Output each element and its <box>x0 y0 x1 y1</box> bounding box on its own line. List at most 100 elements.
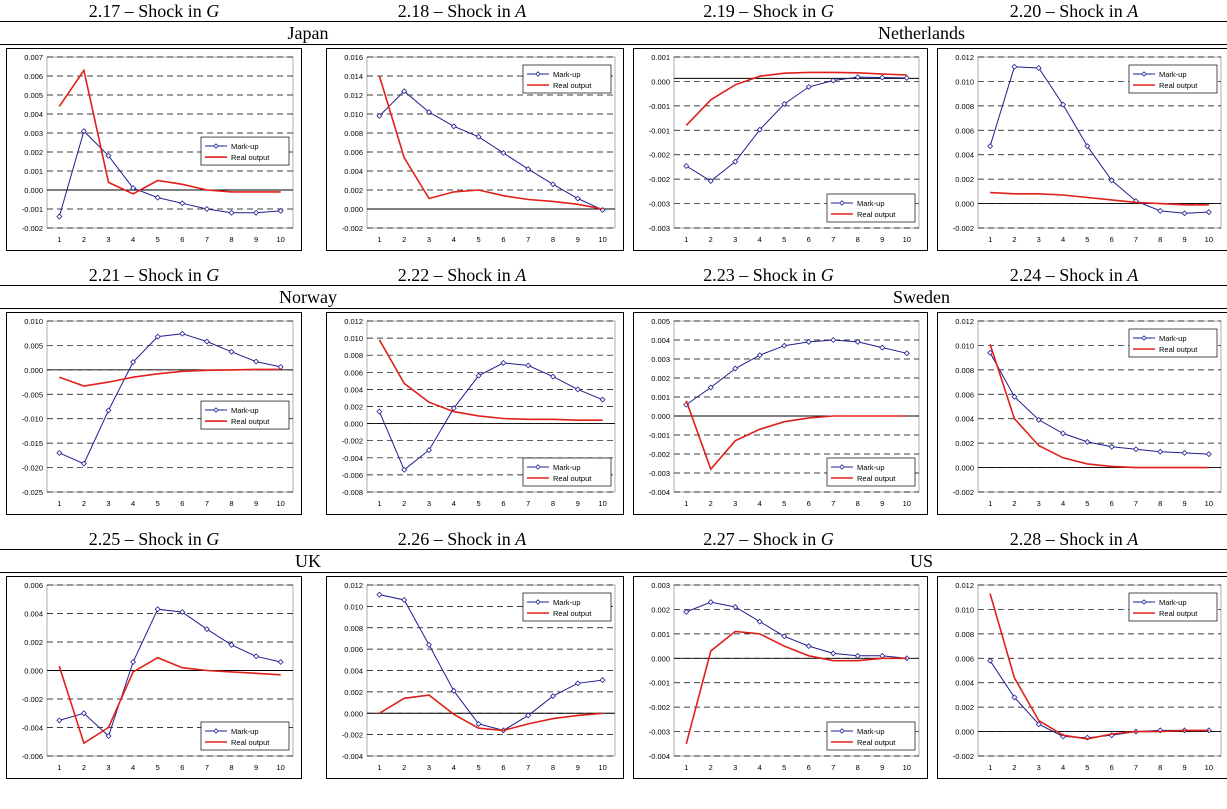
y-tick-label: 0.010 <box>955 341 974 350</box>
legend-label: Mark-up <box>1159 598 1187 607</box>
y-tick-label: 0.008 <box>955 102 974 111</box>
y-tick-label: -0.002 <box>22 695 43 704</box>
markup-data-point <box>154 606 161 613</box>
chart-caption: 2.21 – Shock in G <box>0 264 308 286</box>
legend-label: Real output <box>553 609 592 618</box>
markup-data-point <box>707 384 714 391</box>
markup-series-line <box>989 352 1209 455</box>
y-tick-label: 0.008 <box>344 624 363 633</box>
legend-label: Mark-up <box>231 727 259 736</box>
chart-caption: 2.25 – Shock in G <box>0 528 308 550</box>
y-tick-label: -0.010 <box>22 415 43 424</box>
y-tick-label: 0.005 <box>651 317 670 326</box>
x-tick-label: 2 <box>402 235 406 244</box>
x-tick-label: 1 <box>684 235 688 244</box>
caption-variable: A <box>515 529 527 549</box>
y-tick-label: 0.006 <box>24 581 43 590</box>
separator-line <box>0 308 1227 309</box>
x-tick-label: 8 <box>551 235 555 244</box>
markup-series-line <box>686 601 907 659</box>
x-tick-label: 8 <box>856 499 860 508</box>
markup-series-line <box>989 660 1209 739</box>
y-tick-label: -0.005 <box>22 390 43 399</box>
country-label: UK <box>295 551 321 571</box>
markup-data-point <box>987 657 994 664</box>
markup-data-point <box>683 608 690 615</box>
separator-line <box>0 572 1227 573</box>
markup-data-point <box>854 74 861 81</box>
y-tick-label: 0.014 <box>344 72 363 81</box>
x-tick-label: 7 <box>205 499 209 508</box>
markup-data-point <box>376 591 383 598</box>
markup-data-point <box>987 349 994 356</box>
markup-data-point <box>203 338 210 345</box>
markup-data-point <box>756 618 763 625</box>
y-tick-label: 0.000 <box>24 667 43 676</box>
x-tick-label: 6 <box>807 763 811 772</box>
legend-label: Mark-up <box>553 70 581 79</box>
chart-panel-2.28: 0.012 0.010 0.008 0.006 0.004 0.002 0.000 -0.00… <box>937 576 1227 779</box>
caption-prefix: 2.28 – Shock in <box>1009 529 1128 549</box>
y-tick-label: 0.001 <box>24 167 43 176</box>
y-tick-label: 0.003 <box>24 129 43 138</box>
y-tick-label: 0.010 <box>344 334 363 343</box>
markup-data-point <box>1035 416 1042 423</box>
y-tick-label: 0.004 <box>651 336 670 345</box>
y-tick-label: 0.002 <box>24 638 43 647</box>
line-chart: 0.012 0.010 0.008 0.006 0.004 0.002 0.000 -0.00… <box>342 317 616 508</box>
x-tick-label: 4 <box>1061 235 1065 244</box>
legend: Mark-up Real output <box>826 721 916 751</box>
y-tick-label: 0.008 <box>344 129 363 138</box>
x-tick-label: 6 <box>1110 763 1114 772</box>
caption-variable: G <box>820 1 834 21</box>
legend-label: Mark-up <box>231 142 259 151</box>
separator-line <box>0 21 1227 22</box>
x-tick-label: 2 <box>1012 499 1016 508</box>
legend: Mark-up Real output <box>522 64 612 94</box>
y-tick-label: 0.006 <box>955 654 974 663</box>
markup-data-point <box>805 83 812 90</box>
y-tick-label: -0.002 <box>649 703 670 712</box>
chart-panel-2.21: 0.010 0.005 0.000 -0.005 -0.010 -0.015 -0.020 -… <box>6 312 302 515</box>
x-tick-label: 1 <box>988 235 992 244</box>
markup-data-point <box>500 149 507 156</box>
x-tick-label: 6 <box>180 763 184 772</box>
x-tick-label: 3 <box>427 499 431 508</box>
x-tick-label: 6 <box>1110 235 1114 244</box>
markup-data-point <box>1011 694 1018 701</box>
y-tick-label: 0.010 <box>24 317 43 326</box>
x-tick-label: 8 <box>229 499 233 508</box>
y-tick-label: 0.002 <box>955 439 974 448</box>
y-tick-label: 0.004 <box>344 385 363 394</box>
chart-caption: 2.27 – Shock in G <box>616 528 921 550</box>
markup-data-point <box>426 109 432 116</box>
legend: Mark-up Real output <box>200 721 290 751</box>
x-tick-label: 5 <box>156 763 160 772</box>
legend: Mark-up Real output <box>826 193 916 223</box>
legend: Mark-up Real output <box>1128 328 1218 358</box>
legend: Mark-up Real output <box>826 457 916 487</box>
markup-data-point <box>401 88 408 95</box>
y-tick-label: -0.001 <box>22 205 43 214</box>
legend-label: Real output <box>857 474 896 483</box>
line-chart: 0.006 0.004 0.002 0.000 -0.002 -0.004 -0.006 1 2… <box>22 581 294 772</box>
y-tick-label: 0.012 <box>344 91 363 100</box>
y-tick-label: 0.012 <box>344 317 363 326</box>
y-tick-label: 0.002 <box>24 148 43 157</box>
markup-data-point <box>903 74 910 81</box>
y-tick-label: -0.001 <box>649 431 670 440</box>
caption-variable: G <box>206 1 220 21</box>
chart-panel-2.20: 0.012 0.010 0.008 0.006 0.004 0.002 0.000 -0.00… <box>937 48 1227 251</box>
markup-data-point <box>1035 65 1042 71</box>
real-output-series-line <box>990 191 1209 206</box>
legend: Mark-up Real output <box>522 457 612 487</box>
markup-data-point <box>253 209 260 216</box>
legend: Mark-up Real output <box>1128 64 1218 94</box>
markup-data-point <box>550 181 556 188</box>
markup-data-point <box>805 338 812 345</box>
y-tick-label: -0.004 <box>342 752 363 761</box>
x-tick-label: 1 <box>57 763 61 772</box>
y-tick-label: 0.000 <box>24 186 43 195</box>
legend-label: Real output <box>231 153 270 162</box>
